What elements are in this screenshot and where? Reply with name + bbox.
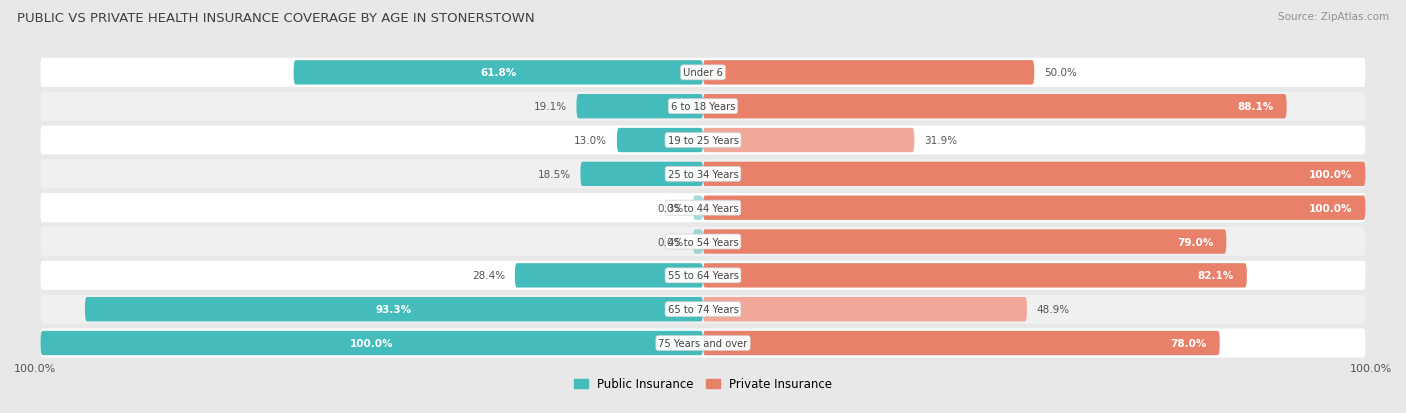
FancyBboxPatch shape bbox=[703, 95, 1286, 119]
FancyBboxPatch shape bbox=[703, 230, 1226, 254]
FancyBboxPatch shape bbox=[41, 228, 1365, 256]
FancyBboxPatch shape bbox=[703, 331, 1219, 355]
Text: 100.0%: 100.0% bbox=[1309, 203, 1353, 213]
Text: 28.4%: 28.4% bbox=[472, 271, 505, 281]
FancyBboxPatch shape bbox=[41, 329, 1365, 358]
Text: 35 to 44 Years: 35 to 44 Years bbox=[668, 203, 738, 213]
Text: 100.0%: 100.0% bbox=[1350, 363, 1392, 373]
Text: Source: ZipAtlas.com: Source: ZipAtlas.com bbox=[1278, 12, 1389, 22]
FancyBboxPatch shape bbox=[41, 59, 1365, 88]
FancyBboxPatch shape bbox=[41, 93, 1365, 121]
Text: 65 to 74 Years: 65 to 74 Years bbox=[668, 304, 738, 314]
Text: PUBLIC VS PRIVATE HEALTH INSURANCE COVERAGE BY AGE IN STONERSTOWN: PUBLIC VS PRIVATE HEALTH INSURANCE COVER… bbox=[17, 12, 534, 25]
FancyBboxPatch shape bbox=[41, 261, 1365, 290]
Text: 55 to 64 Years: 55 to 64 Years bbox=[668, 271, 738, 281]
FancyBboxPatch shape bbox=[581, 162, 703, 187]
Text: 0.0%: 0.0% bbox=[657, 203, 683, 213]
Text: 25 to 34 Years: 25 to 34 Years bbox=[668, 169, 738, 179]
Text: 31.9%: 31.9% bbox=[924, 136, 957, 146]
Text: 75 Years and over: 75 Years and over bbox=[658, 338, 748, 348]
Text: 19.1%: 19.1% bbox=[533, 102, 567, 112]
FancyBboxPatch shape bbox=[294, 61, 703, 85]
FancyBboxPatch shape bbox=[41, 160, 1365, 189]
Text: 13.0%: 13.0% bbox=[574, 136, 607, 146]
Text: 6 to 18 Years: 6 to 18 Years bbox=[671, 102, 735, 112]
FancyBboxPatch shape bbox=[693, 230, 703, 254]
Text: 100.0%: 100.0% bbox=[350, 338, 394, 348]
Text: 100.0%: 100.0% bbox=[14, 363, 56, 373]
Text: 79.0%: 79.0% bbox=[1177, 237, 1213, 247]
FancyBboxPatch shape bbox=[576, 95, 703, 119]
Text: 61.8%: 61.8% bbox=[481, 68, 516, 78]
FancyBboxPatch shape bbox=[703, 61, 1035, 85]
FancyBboxPatch shape bbox=[703, 162, 1365, 187]
Text: 100.0%: 100.0% bbox=[1309, 169, 1353, 179]
FancyBboxPatch shape bbox=[703, 196, 1365, 221]
Text: 78.0%: 78.0% bbox=[1170, 338, 1206, 348]
Text: 19 to 25 Years: 19 to 25 Years bbox=[668, 136, 738, 146]
Text: 88.1%: 88.1% bbox=[1237, 102, 1274, 112]
FancyBboxPatch shape bbox=[703, 297, 1026, 322]
FancyBboxPatch shape bbox=[703, 128, 914, 153]
FancyBboxPatch shape bbox=[84, 297, 703, 322]
Text: 50.0%: 50.0% bbox=[1045, 68, 1077, 78]
Text: 48.9%: 48.9% bbox=[1036, 304, 1070, 314]
Text: 82.1%: 82.1% bbox=[1198, 271, 1233, 281]
FancyBboxPatch shape bbox=[693, 196, 703, 221]
FancyBboxPatch shape bbox=[41, 295, 1365, 324]
FancyBboxPatch shape bbox=[515, 263, 703, 288]
Text: 93.3%: 93.3% bbox=[375, 304, 412, 314]
FancyBboxPatch shape bbox=[41, 331, 703, 355]
FancyBboxPatch shape bbox=[41, 194, 1365, 223]
FancyBboxPatch shape bbox=[41, 126, 1365, 155]
FancyBboxPatch shape bbox=[703, 263, 1247, 288]
Text: 45 to 54 Years: 45 to 54 Years bbox=[668, 237, 738, 247]
Text: Under 6: Under 6 bbox=[683, 68, 723, 78]
Text: 18.5%: 18.5% bbox=[537, 169, 571, 179]
Legend: Public Insurance, Private Insurance: Public Insurance, Private Insurance bbox=[569, 373, 837, 395]
FancyBboxPatch shape bbox=[617, 128, 703, 153]
Text: 0.0%: 0.0% bbox=[657, 237, 683, 247]
